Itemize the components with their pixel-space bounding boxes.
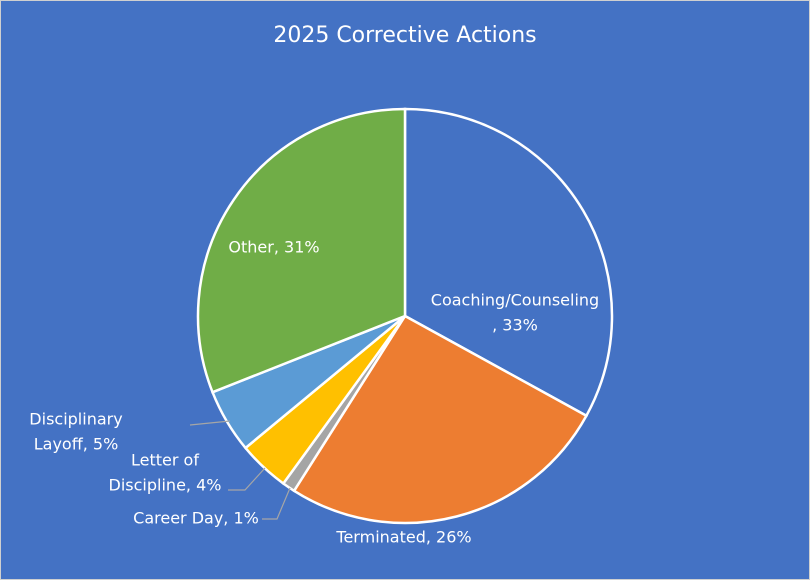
data-label: Career Day, 1% xyxy=(133,509,259,528)
pie-slice xyxy=(196,107,407,394)
leader-line xyxy=(262,487,291,520)
data-label: Letter of Discipline, 4% xyxy=(109,450,222,494)
data-label: Coaching/Counseling, 33% xyxy=(431,290,599,334)
data-label: Terminated, 26% xyxy=(335,528,471,547)
data-label: Other, 31% xyxy=(228,238,319,257)
leader-line xyxy=(228,467,266,491)
data-label: Disciplinary Layoff, 5% xyxy=(29,409,122,453)
pie-slice xyxy=(292,314,589,525)
leader-line xyxy=(189,420,231,426)
chart-title: 2025 Corrective Actions xyxy=(273,23,536,48)
pie-slice xyxy=(403,107,614,418)
